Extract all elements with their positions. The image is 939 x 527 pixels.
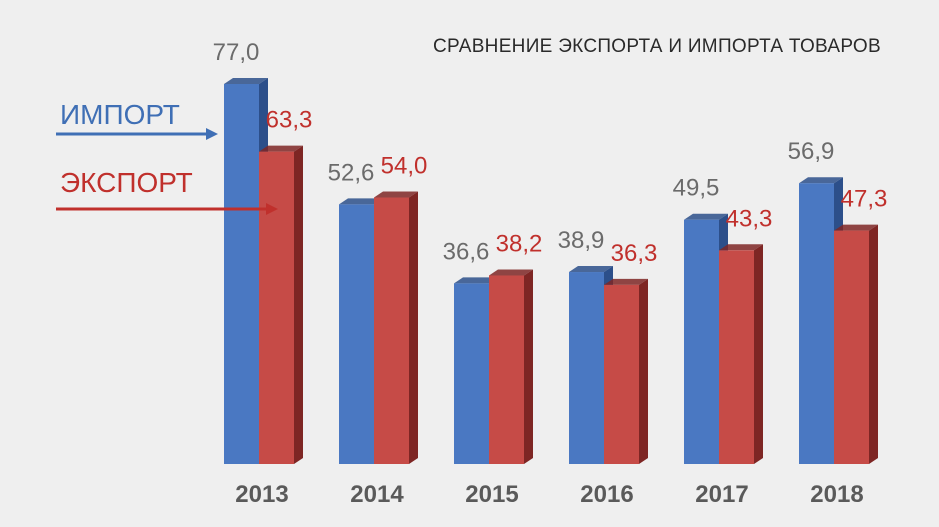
data-label-import-2014: 52,6 (328, 159, 375, 186)
bar-export-2018 (834, 224, 878, 464)
bar-export-2013 (259, 145, 303, 464)
data-label-export-2016: 36,3 (611, 240, 658, 267)
legend-import-label: ИМПОРТ (60, 99, 180, 130)
legend-export-arrow (56, 203, 278, 215)
year-label-2018: 2018 (810, 481, 863, 508)
bar-export-2014 (374, 191, 418, 464)
data-label-import-2016: 38,9 (558, 227, 605, 254)
year-label-2015: 2015 (465, 481, 518, 508)
chart-title: СРАВНЕНИЕ ЭКСПОРТА И ИМПОРТА ТОВАРОВ (433, 36, 881, 57)
data-label-export-2018: 47,3 (841, 186, 888, 213)
data-label-export-2017: 43,3 (726, 205, 773, 232)
legend-export-label: ЭКСПОРТ (60, 167, 193, 198)
year-label-2017: 2017 (695, 481, 748, 508)
data-label-export-2015: 38,2 (496, 230, 543, 257)
year-label-2013: 2013 (235, 481, 288, 508)
data-label-import-2018: 56,9 (788, 138, 835, 165)
data-label-export-2014: 54,0 (381, 153, 428, 180)
bars-group (224, 78, 878, 464)
bar-export-2017 (719, 244, 763, 464)
bar-export-2015 (489, 269, 533, 464)
year-label-2016: 2016 (580, 481, 633, 508)
bar-export-2016 (604, 278, 648, 464)
data-label-import-2013: 77,0 (213, 39, 260, 66)
legend-import-arrow (56, 128, 218, 140)
data-label-import-2015: 36,6 (443, 238, 490, 265)
data-label-export-2013: 63,3 (266, 107, 313, 134)
data-label-import-2017: 49,5 (673, 175, 720, 202)
year-label-2014: 2014 (350, 481, 404, 508)
labels-group: 77,0 63,3 2013 52,6 54,0 2014 36,6 38,2 2015 38,9… (213, 39, 888, 508)
